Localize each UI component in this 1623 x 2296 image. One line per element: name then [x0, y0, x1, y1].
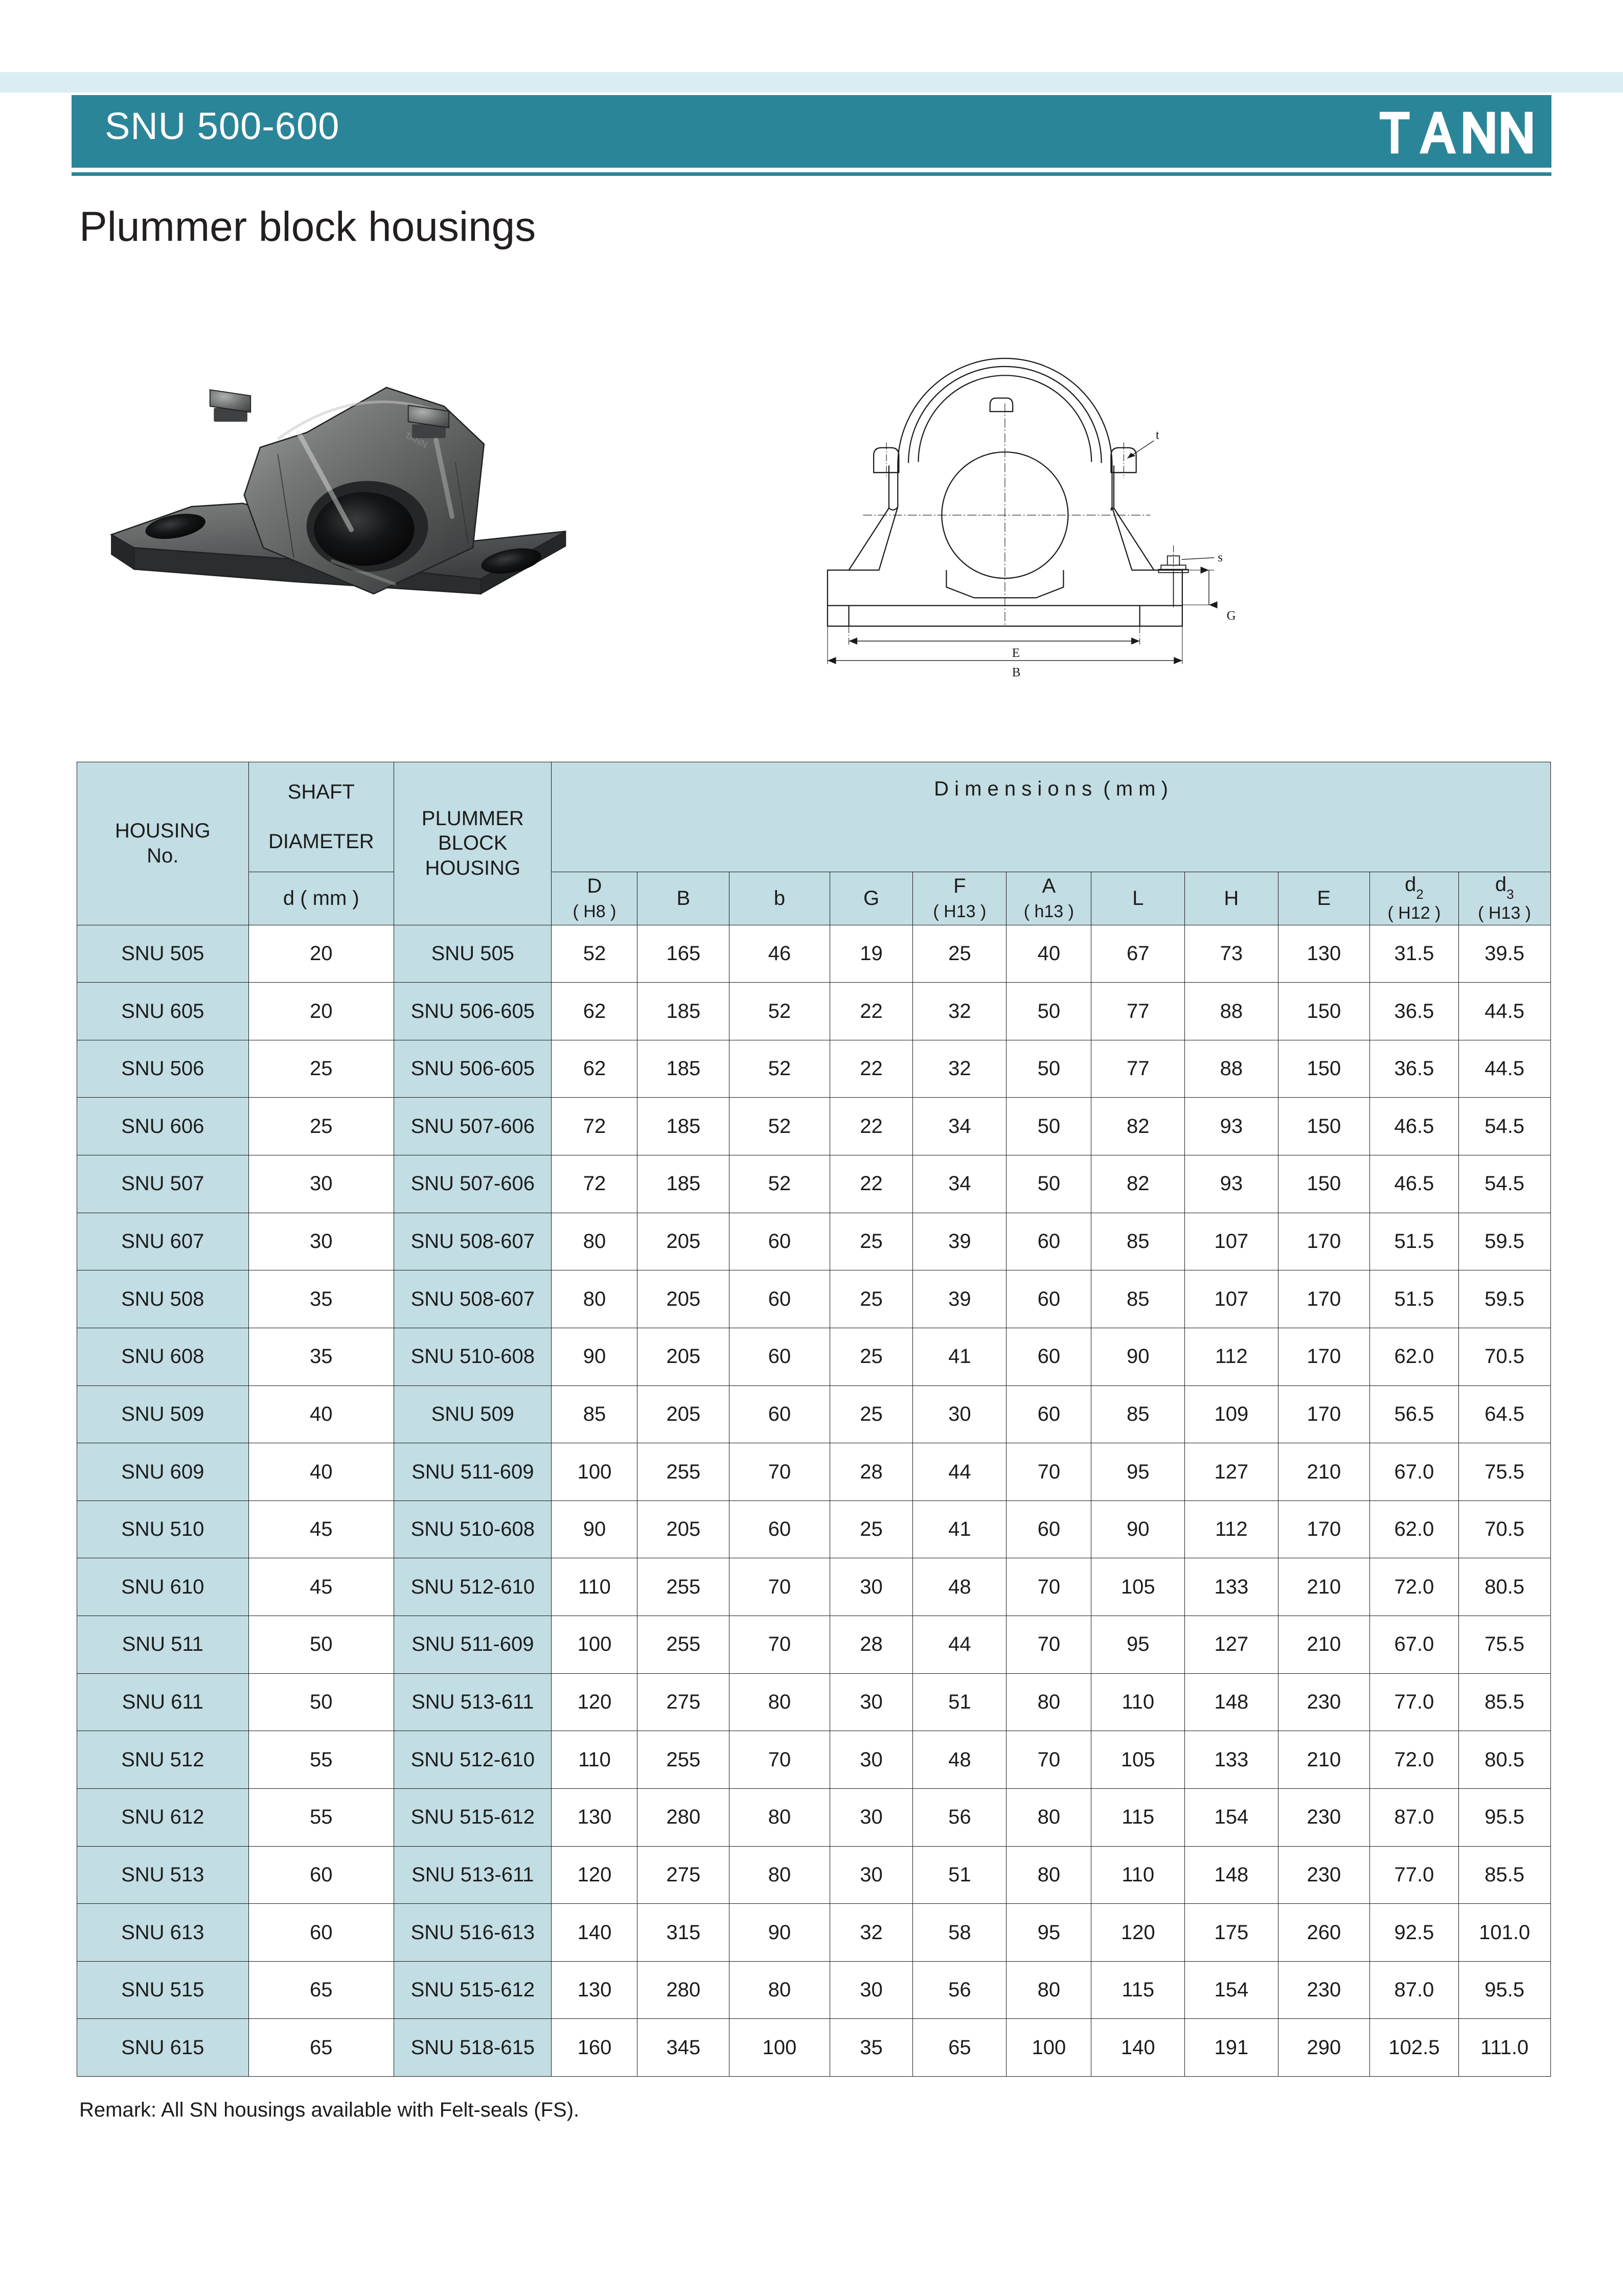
svg-text:s: s — [1218, 551, 1223, 564]
svg-text:G: G — [1227, 609, 1236, 623]
svg-text:t: t — [1156, 428, 1159, 442]
svg-text:B: B — [1012, 666, 1021, 679]
svg-text:E: E — [1012, 646, 1020, 660]
